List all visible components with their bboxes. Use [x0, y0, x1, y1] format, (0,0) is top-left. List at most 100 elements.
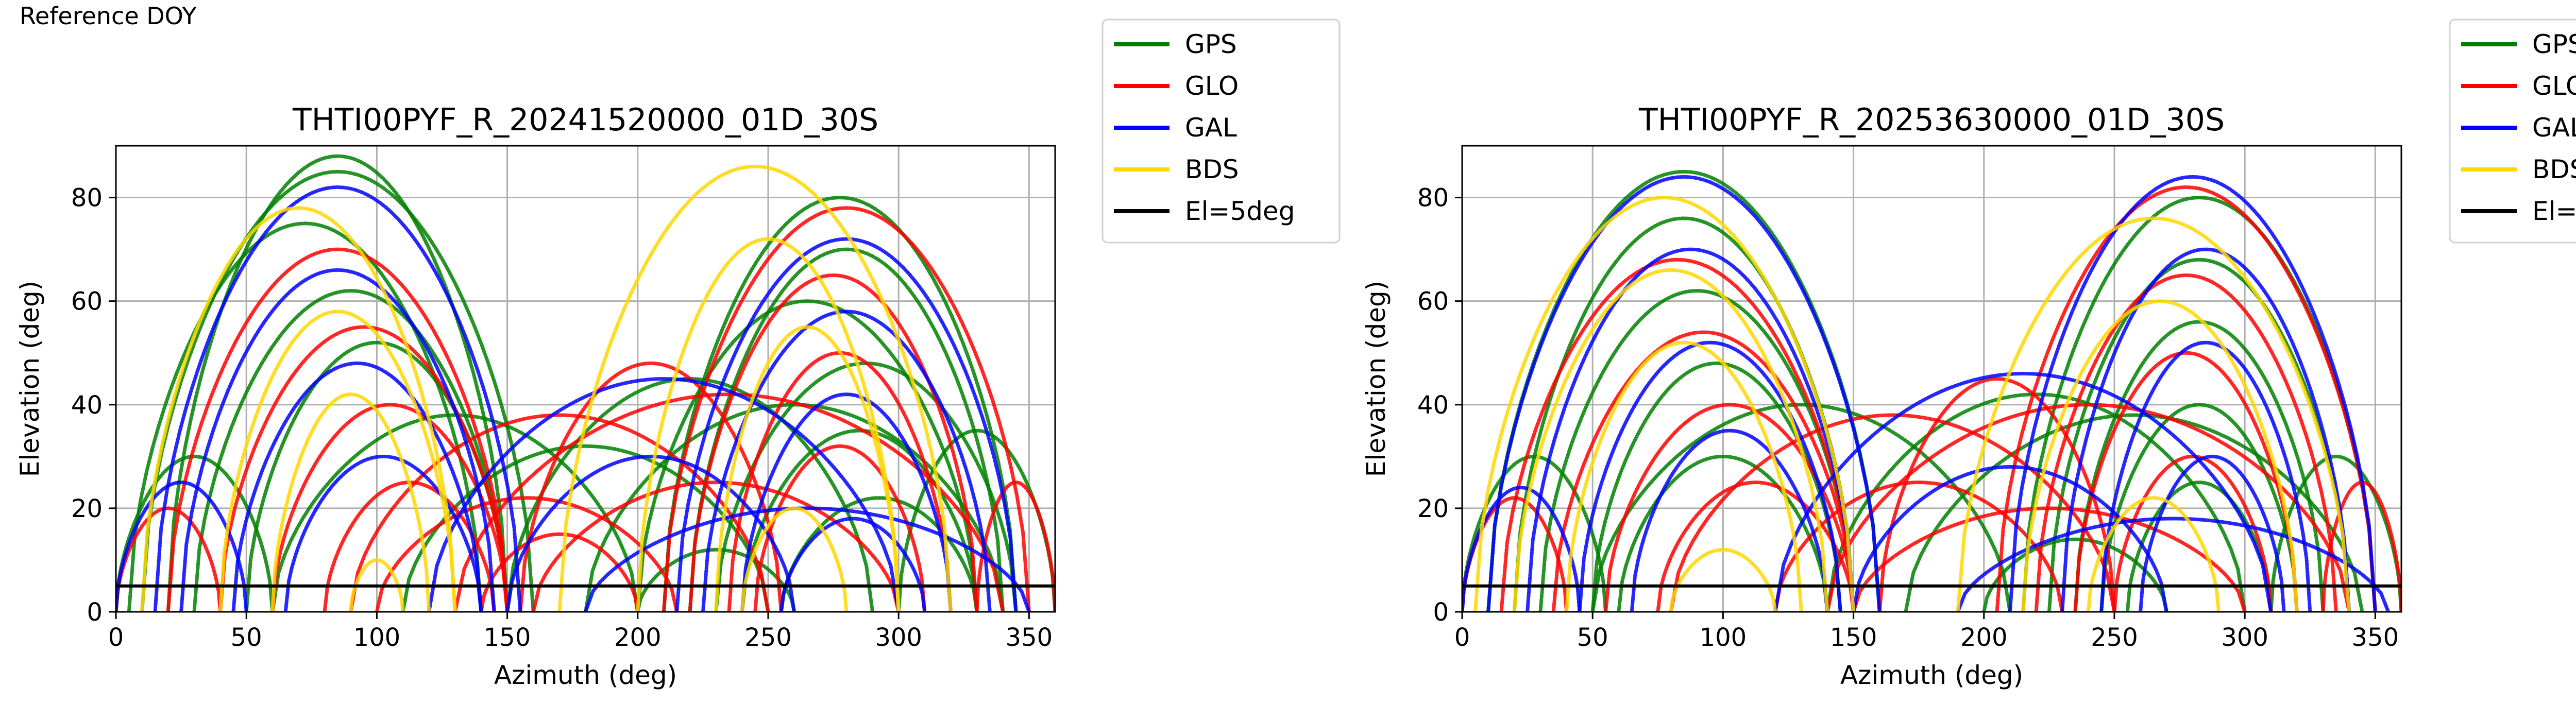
- x-tick-label: 300: [2221, 623, 2268, 652]
- chart-title: THTI00PYF_R_20253630000_01D_30S: [1638, 102, 2225, 138]
- satellite-track: [1825, 403, 2351, 612]
- satellite-track: [153, 185, 522, 612]
- satellite-track: [1956, 216, 2351, 612]
- satellite-track: [779, 517, 927, 612]
- series-glo: [1462, 185, 2401, 612]
- y-tick-label: 20: [1417, 494, 1449, 523]
- y-tick-label: 80: [1417, 184, 1449, 213]
- satellite-track: [2047, 258, 2351, 612]
- legend-label: GPS: [2532, 29, 2576, 59]
- y-tick-label: 20: [71, 494, 103, 523]
- satellite-track: [270, 392, 431, 612]
- legend-label: El=5deg: [2532, 196, 2576, 226]
- y-tick-label: 80: [71, 184, 103, 213]
- satellite-track: [584, 506, 1031, 612]
- satellite-track: [2086, 496, 2221, 612]
- satellite-track: [1995, 185, 2377, 612]
- y-tick-label: 60: [1417, 287, 1449, 316]
- series-glo: [116, 206, 1055, 612]
- satellite-track: [1538, 289, 1856, 612]
- y-axis-label: Elevation (deg): [15, 281, 45, 477]
- satellite-track: [2034, 273, 2338, 612]
- series-bds: [140, 164, 953, 612]
- legend-box: [1101, 19, 1341, 244]
- satellite-track: [479, 532, 640, 612]
- legend: GPS GLO GAL BDS El=5deg: [2449, 19, 2576, 244]
- legend-label: BDS: [2532, 155, 2576, 184]
- legend-label: GPS: [1185, 29, 1237, 59]
- satellite-track: [349, 413, 770, 612]
- satellite-track: [2112, 454, 2273, 612]
- satellite-track: [2060, 247, 2351, 612]
- satellite-track: [1486, 175, 1882, 612]
- satellite-track: [166, 247, 510, 612]
- figure-note: Reference DOY: [20, 2, 197, 30]
- satellite-track: [1590, 403, 2012, 612]
- satellite-track: [2021, 299, 2299, 612]
- x-tick-label: 300: [875, 623, 922, 652]
- satellite-track: [753, 444, 927, 612]
- satellite-track: [505, 454, 796, 612]
- satellite-track: [1904, 413, 2364, 612]
- legend: GPS GLO GAL BDS El=5deg: [1101, 19, 1341, 244]
- legend-label: GAL: [2532, 113, 2576, 143]
- y-tick-label: 40: [1417, 391, 1449, 420]
- satellite-track: [1852, 506, 2247, 612]
- y-tick-label: 60: [71, 287, 103, 316]
- satellite-track: [1604, 403, 1856, 612]
- satellite-track: [2073, 351, 2299, 612]
- satellite-track: [740, 392, 953, 612]
- satellite-track: [2139, 454, 2286, 612]
- satellite-track: [975, 481, 1055, 612]
- satellite-track: [1499, 258, 1856, 612]
- satellite-track: [453, 392, 1005, 612]
- satellite-track: [283, 454, 483, 612]
- x-tick-label: 350: [2352, 623, 2399, 652]
- satellite-track: [116, 506, 223, 612]
- x-tick-label: 250: [744, 623, 792, 652]
- satellite-track: [231, 361, 483, 612]
- legend-box: [2449, 19, 2576, 244]
- satellite-track: [179, 268, 496, 612]
- satellite-track: [675, 237, 1018, 612]
- legend-label: El=5deg: [1185, 196, 1295, 226]
- x-axis-label: Azimuth (deg): [494, 660, 677, 690]
- chart-title: THTI00PYF_R_20241520000_01D_30S: [292, 102, 878, 138]
- chart-panel-left: 0 50 100 150 200 250 300 350 0 20 40 60 80 THTI00PYF_…: [15, 19, 1341, 690]
- satellite-track: [662, 206, 1031, 612]
- y-tick-label: 0: [87, 598, 103, 627]
- x-tick-label: 200: [614, 623, 662, 652]
- satellite-track: [218, 310, 457, 612]
- satellite-track: [375, 496, 679, 612]
- x-tick-label: 50: [231, 623, 262, 652]
- satellite-track: [662, 196, 1018, 612]
- satellite-track: [2008, 175, 2377, 612]
- x-axis-label: Azimuth (deg): [1840, 660, 2023, 690]
- x-tick-label: 350: [1006, 623, 1053, 652]
- satellite-track: [557, 164, 953, 612]
- satellite-track: [1526, 247, 1856, 612]
- x-tick-label: 150: [484, 623, 531, 652]
- satellite-track: [127, 221, 483, 612]
- satellite-track: [636, 237, 901, 612]
- x-tick-label: 0: [1454, 623, 1470, 652]
- chart-panel-right: 0 50 100 150 200 250 300 350 0 20 40 60 80 THTI00PYF_…: [1361, 19, 2576, 690]
- satellite-track: [1617, 454, 1829, 612]
- satellite-track: [1669, 547, 1777, 612]
- satellite-track: [427, 376, 901, 612]
- satellite-track: [2125, 481, 2273, 612]
- x-tick-label: 100: [1700, 623, 1747, 652]
- satellite-track: [1630, 428, 1829, 612]
- plot-area: [116, 154, 1055, 612]
- plot-area: [1462, 169, 2401, 612]
- y-tick-label: 40: [71, 391, 103, 420]
- satellite-track: [270, 403, 510, 612]
- axes-frame: [1461, 145, 2402, 613]
- legend-label: GLO: [2532, 71, 2576, 101]
- axes-frame: [115, 145, 1056, 613]
- satellite-track: [1551, 330, 1856, 612]
- satellite-track: [1578, 340, 1842, 612]
- satellite-track: [740, 506, 849, 612]
- satellite-track: [1877, 376, 2116, 612]
- satellite-track: [636, 299, 979, 612]
